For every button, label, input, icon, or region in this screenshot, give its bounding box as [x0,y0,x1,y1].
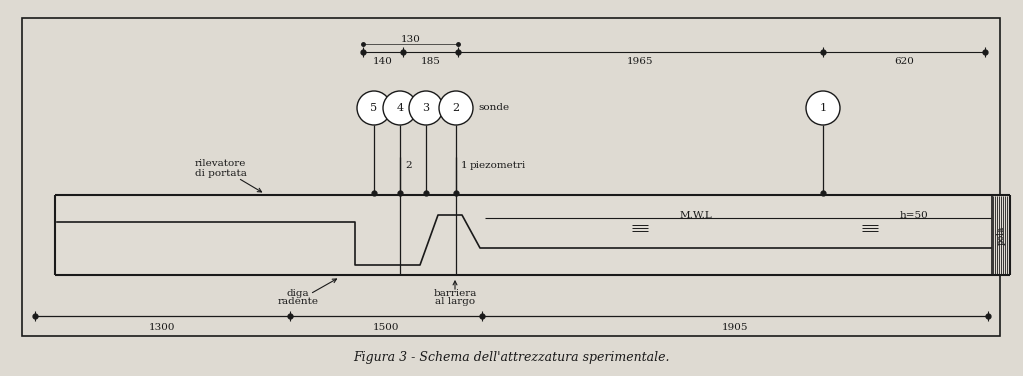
Text: 1300: 1300 [149,323,176,332]
Text: 2: 2 [405,161,411,170]
Bar [55,195,1010,275]
Circle shape [357,91,391,125]
Text: pola: pola [996,225,1006,245]
Text: 1905: 1905 [722,323,748,332]
Text: 4: 4 [397,103,403,113]
Text: 185: 185 [420,58,441,67]
Bar [23,18,1000,336]
Circle shape [806,91,840,125]
Text: 3: 3 [422,103,430,113]
Text: piezometri: piezometri [470,161,526,170]
Text: 130: 130 [401,35,420,44]
Text: Figura 3 - Schema dell'attrezzatura sperimentale.: Figura 3 - Schema dell'attrezzatura sper… [353,352,669,364]
Text: barriera: barriera [434,288,477,297]
Text: 620: 620 [894,58,914,67]
Text: 1965: 1965 [627,58,654,67]
Text: M.W.L: M.W.L [680,211,713,220]
Circle shape [383,91,417,125]
Text: al largo: al largo [435,297,475,306]
Text: 1: 1 [819,103,827,113]
Text: di portata: di portata [195,168,247,177]
Text: rilevatore: rilevatore [195,159,247,167]
Circle shape [409,91,443,125]
Text: h=50: h=50 [900,211,929,220]
Text: 140: 140 [373,58,393,67]
Circle shape [439,91,473,125]
Text: diga: diga [286,288,309,297]
Text: 1500: 1500 [372,323,399,332]
Text: sonde: sonde [478,103,509,112]
Text: 5: 5 [370,103,377,113]
Text: radente: radente [277,297,318,306]
Text: 1: 1 [461,161,468,170]
Text: 2: 2 [452,103,459,113]
